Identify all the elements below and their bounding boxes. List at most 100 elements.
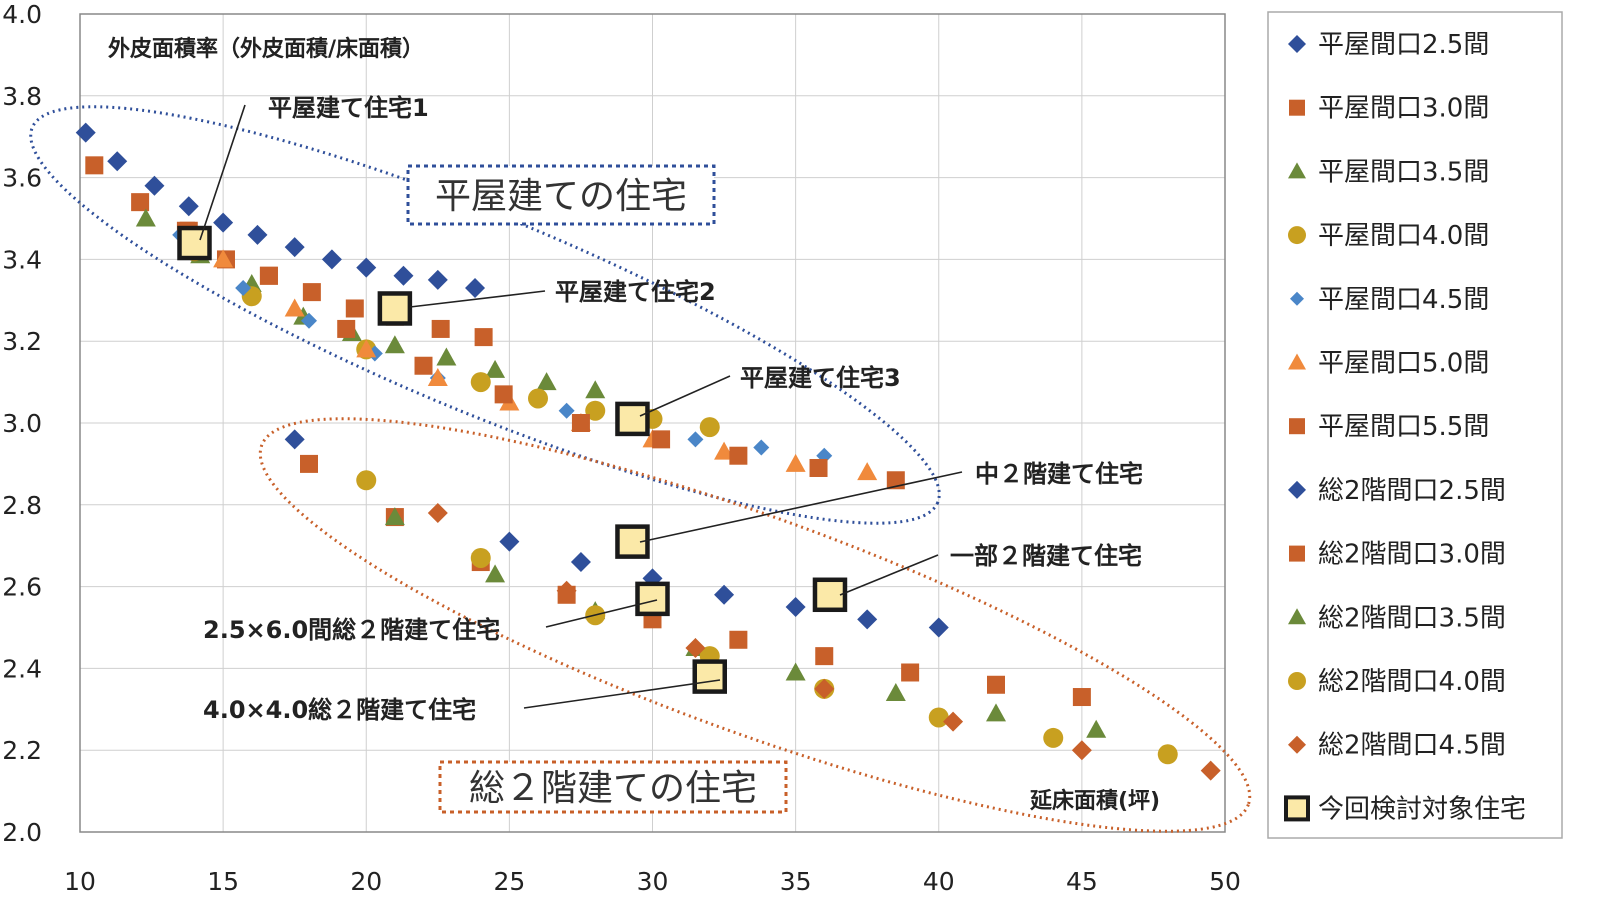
data-point-series-7 bbox=[785, 597, 806, 618]
y-tick-label: 4.0 bbox=[2, 0, 42, 29]
legend-marker bbox=[1288, 226, 1306, 245]
legend: 平屋間口2.5間平屋間口3.0間平屋間口3.5間平屋間口4.0間平屋間口4.5間… bbox=[1284, 30, 1526, 824]
data-point-series-0 bbox=[393, 265, 414, 286]
legend-label: 平屋間口4.5間 bbox=[1318, 285, 1489, 315]
data-point-series-12 bbox=[635, 581, 670, 617]
legend-label: 総2階間口3.0間 bbox=[1318, 540, 1506, 570]
data-point-series-6 bbox=[729, 446, 748, 465]
data-point-series-5 bbox=[714, 441, 735, 460]
data-point-series-12 bbox=[377, 291, 413, 326]
data-point-series-9 bbox=[384, 507, 405, 526]
y-tick-label: 3.8 bbox=[2, 82, 42, 111]
data-point-series-0 bbox=[107, 151, 128, 172]
data-point-series-9 bbox=[986, 703, 1006, 722]
y-tick-label: 2.8 bbox=[2, 491, 42, 520]
data-point-series-7 bbox=[284, 429, 305, 450]
legend-marker bbox=[1288, 608, 1306, 625]
data-point-series-8 bbox=[815, 647, 834, 666]
legend-marker bbox=[1288, 162, 1306, 179]
legend-marker bbox=[1289, 418, 1305, 435]
annotation-mezzanine-house: 中２階建て住宅 bbox=[975, 460, 1143, 488]
data-point-series-7 bbox=[570, 552, 591, 573]
two-story-group-ellipse bbox=[258, 417, 1252, 833]
data-point-series-1 bbox=[345, 299, 364, 318]
x-tick-label: 15 bbox=[207, 867, 239, 896]
legend-marker bbox=[1289, 545, 1305, 562]
data-point-series-0 bbox=[284, 237, 305, 258]
data-point-series-10 bbox=[1043, 727, 1064, 748]
data-point-series-5 bbox=[785, 453, 806, 472]
y-axis-ticks: 2.0 2.2 2.4 2.6 2.8 3.0 3.2 3.4 3.6 3.8 4.0 bbox=[2, 0, 42, 847]
legend-label: 平屋間口3.5間 bbox=[1318, 157, 1489, 187]
legend-label: 平屋間口4.0間 bbox=[1318, 221, 1489, 251]
data-point-series-1 bbox=[85, 156, 104, 175]
legend-label: 平屋間口3.0間 bbox=[1318, 94, 1489, 124]
data-point-series-5 bbox=[427, 368, 448, 387]
legend-marker bbox=[1289, 99, 1305, 116]
data-point-series-6 bbox=[494, 385, 513, 404]
data-point-series-10 bbox=[356, 470, 377, 491]
data-point-series-0 bbox=[144, 175, 165, 196]
data-point-series-5 bbox=[857, 462, 878, 481]
data-point-series-11 bbox=[427, 502, 448, 523]
data-point-series-6 bbox=[259, 266, 278, 285]
legend-label: 総2階間口3.5間 bbox=[1318, 603, 1506, 633]
data-point-series-8 bbox=[901, 663, 920, 682]
legend-marker bbox=[1290, 291, 1304, 306]
data-point-series-5 bbox=[284, 298, 305, 317]
data-point-series-2 bbox=[536, 372, 557, 391]
x-tick-label: 25 bbox=[493, 867, 525, 896]
data-point-series-12 bbox=[615, 401, 650, 437]
data-point-series-7 bbox=[857, 609, 878, 630]
y-tick-label: 3.4 bbox=[2, 245, 42, 274]
annotation-partial-two-story: 一部２階建て住宅 bbox=[950, 542, 1142, 570]
data-point-series-0 bbox=[213, 212, 234, 233]
data-point-series-0 bbox=[75, 122, 96, 143]
data-point-series-7 bbox=[714, 584, 735, 605]
data-point-series-5 bbox=[213, 249, 234, 268]
x-tick-label: 45 bbox=[1066, 867, 1098, 896]
y-tick-label: 2.4 bbox=[2, 654, 42, 683]
data-point-series-8 bbox=[987, 675, 1005, 694]
data-point-series-2 bbox=[485, 359, 506, 378]
annotation-flat-house-2: 平屋建て住宅2 bbox=[555, 278, 716, 306]
two-story-group-label: 総２階建ての住宅 bbox=[469, 768, 757, 809]
data-point-series-12 bbox=[692, 659, 727, 694]
legend-label: 平屋間口5.5間 bbox=[1318, 412, 1489, 442]
legend-label: 平屋間口5.0間 bbox=[1318, 349, 1489, 379]
flat-group-label-box bbox=[406, 164, 716, 226]
y-tick-label: 2.2 bbox=[2, 736, 42, 765]
annotation-flat-house-3: 平屋建て住宅3 bbox=[740, 364, 901, 392]
legend-marker bbox=[1288, 480, 1306, 499]
y-tick-label: 2.6 bbox=[2, 573, 42, 602]
x-tick-label: 20 bbox=[350, 867, 382, 896]
data-point-series-0 bbox=[356, 257, 377, 278]
x-tick-label: 40 bbox=[923, 867, 955, 896]
data-point-series-9 bbox=[1086, 719, 1107, 738]
plot-frame bbox=[79, 13, 1226, 833]
y-tick-label: 3.6 bbox=[2, 164, 42, 193]
data-points bbox=[75, 122, 1221, 781]
data-point-series-10 bbox=[1157, 744, 1178, 765]
data-point-series-4 bbox=[301, 312, 317, 329]
x-axis-label: 延床面積(坪) bbox=[1029, 788, 1160, 814]
y-tick-label: 2.0 bbox=[2, 818, 42, 847]
data-point-series-10 bbox=[470, 547, 491, 568]
flat-group-label: 平屋建ての住宅 bbox=[435, 176, 687, 217]
legend-label: 総2階間口4.5間 bbox=[1318, 731, 1506, 761]
y-tick-label: 3.0 bbox=[2, 409, 42, 438]
data-point-series-6 bbox=[414, 356, 433, 375]
x-tick-label: 50 bbox=[1209, 867, 1241, 896]
data-point-series-0 bbox=[178, 196, 199, 217]
legend-label: 今回検討対象住宅 bbox=[1318, 794, 1526, 824]
y-tick-label: 3.2 bbox=[2, 327, 42, 356]
data-point-series-1 bbox=[431, 319, 450, 338]
data-point-series-2 bbox=[436, 347, 457, 366]
data-point-series-6 bbox=[571, 414, 590, 432]
data-point-series-11 bbox=[556, 580, 577, 601]
data-point-series-6 bbox=[337, 319, 356, 338]
data-point-series-1 bbox=[302, 283, 321, 302]
data-point-series-3 bbox=[699, 417, 720, 438]
data-point-series-3 bbox=[528, 388, 548, 409]
